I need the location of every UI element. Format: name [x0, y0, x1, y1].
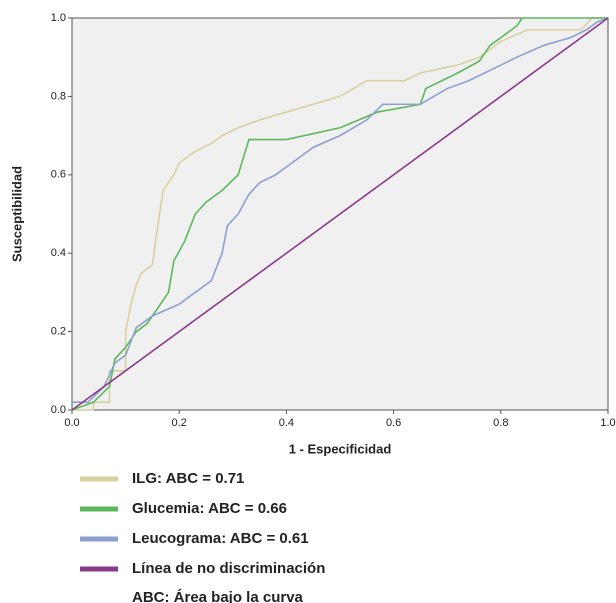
x-tick-label: 0.6 — [386, 417, 401, 429]
roc-curve — [71, 17, 609, 411]
y-tick-label: 0.6 — [51, 169, 66, 181]
legend-label: ILG: ABC = 0.71 — [132, 470, 244, 487]
legend-swatch — [80, 476, 118, 482]
roc-curve — [72, 17, 608, 411]
legend-label: Glucemia: ABC = 0.66 — [132, 500, 287, 517]
y-tick-label: 0.0 — [51, 404, 66, 416]
x-tick-label: 0.8 — [493, 417, 508, 429]
x-tick-label: 0.4 — [279, 417, 294, 429]
y-tick-label: 0.8 — [51, 90, 66, 102]
y-tick-label: 0.2 — [51, 326, 66, 338]
y-tick-label: 0.4 — [51, 247, 66, 259]
legend-label: Leucograma: ABC = 0.61 — [132, 530, 309, 547]
x-tick-label: 0.0 — [64, 417, 79, 429]
roc-curve — [72, 17, 609, 403]
legend-swatch — [80, 536, 118, 542]
y-axis-title: Susceptibilidad — [9, 166, 24, 262]
legend-label: Línea de no discriminación — [132, 560, 325, 577]
y-tick-label: 1.0 — [51, 12, 66, 24]
legend-note: ABC: Área bajo la curva — [132, 589, 304, 603]
legend-swatch — [80, 566, 118, 572]
legend-swatch — [80, 506, 118, 512]
x-axis-title: 1 - Especificidad — [289, 441, 392, 456]
x-tick-label: 0.2 — [172, 417, 187, 429]
x-tick-label: 1.0 — [600, 417, 615, 429]
roc-curve — [71, 17, 608, 411]
